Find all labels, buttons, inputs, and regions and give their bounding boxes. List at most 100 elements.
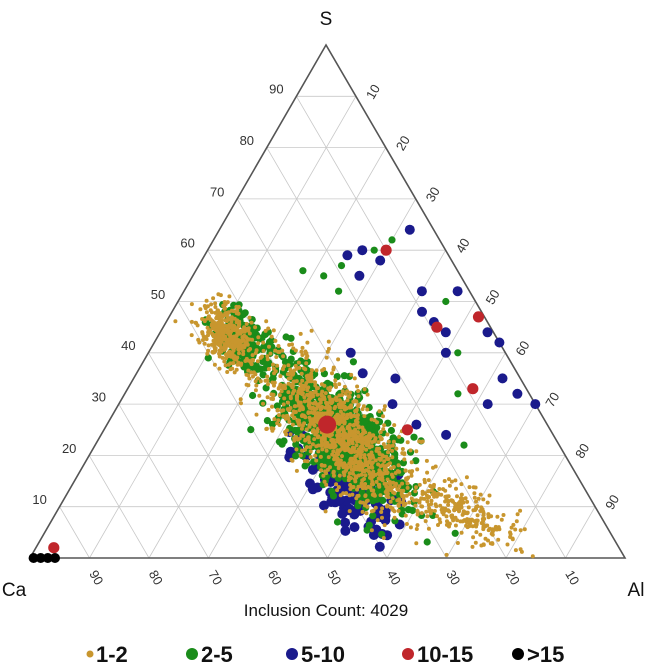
point-1-2-c0-389 <box>369 450 374 455</box>
point-5-10-5 <box>375 255 386 266</box>
point-1-2-c0-1063 <box>377 409 382 414</box>
point-1-2-c2-248 <box>474 505 479 509</box>
point-1-2-c2-71 <box>435 514 439 519</box>
point-1-2-c0-981 <box>356 447 361 452</box>
point-2-5-c0-586 <box>369 512 377 520</box>
point-2-5-c0-877 <box>293 426 302 434</box>
point-1-2-c0-508 <box>331 449 336 454</box>
point-1-2-c0-870 <box>264 427 269 431</box>
point-1-2-c0-280 <box>326 339 331 344</box>
point-1-2-c0-358 <box>290 422 295 427</box>
point-1-2-c0-148 <box>282 396 287 401</box>
point-1-2-c0-590 <box>392 423 397 428</box>
point-1-2-c1-270 <box>237 342 242 347</box>
point-1-2-c2-191 <box>461 519 466 524</box>
point-1-2-c0-350 <box>402 457 407 462</box>
point-1-2-c0-530 <box>289 457 294 462</box>
point-1-2-c0-711 <box>352 376 357 381</box>
point-2-5-c1-103 <box>241 309 249 317</box>
point-1-2-c0-369 <box>414 485 418 490</box>
point-1-2-c0-1031 <box>327 404 331 409</box>
point-1-2-c1-289 <box>212 350 217 355</box>
point-1-2-c0-627 <box>340 454 344 459</box>
point-1-2-c0-936 <box>377 468 382 473</box>
point-1-2-c1-153 <box>210 318 215 323</box>
point-1-2-c2-228 <box>405 481 410 486</box>
point-1-2-c1-272 <box>246 368 251 373</box>
point-1-2-c0-516 <box>309 328 314 333</box>
point-1-2-c1-192 <box>229 315 234 320</box>
point-1-2-c0-1085 <box>356 404 360 409</box>
point-1-2-c2-225 <box>456 501 461 506</box>
point-1-2-c0-664 <box>419 440 424 444</box>
point-1-2-c0-925 <box>356 389 361 393</box>
point-1-2-c2-147 <box>486 512 491 517</box>
point-1-2-c0-987 <box>319 393 324 398</box>
point-1-2-c1-378 <box>217 351 222 356</box>
point-1-2-c0-751 <box>336 485 341 490</box>
point-1-2-c0-1091 <box>384 445 389 450</box>
point-1-2-c0-912 <box>369 433 374 438</box>
point-1-2-c0-211 <box>380 515 384 520</box>
point-1-2-c0-1024 <box>367 455 372 460</box>
point-1-2-c0-648 <box>269 392 274 397</box>
point-1-2-c0-820 <box>276 349 281 354</box>
point-1-2-c1-249 <box>246 348 251 353</box>
point-1-2-c2-187 <box>483 536 488 541</box>
point-1-2-c0-902 <box>359 461 364 466</box>
point-1-2-c0-866 <box>310 392 315 397</box>
point-1-2-c0-1057 <box>402 451 407 456</box>
point-1-2-c0-197 <box>345 398 350 403</box>
point-1-2-c2-243 <box>446 521 451 526</box>
point-1-2-c0-682 <box>345 389 350 394</box>
point-1-2-c0-380 <box>266 407 271 412</box>
point-1-2-c2-44 <box>437 517 442 522</box>
point-1-2-c2-255 <box>467 522 472 526</box>
point-1-2-c0-140 <box>294 447 299 452</box>
point-1-2-c0-537 <box>276 413 281 418</box>
legend-item-2-5: 2-5 <box>186 642 233 667</box>
tick-s-30: 30 <box>92 390 106 405</box>
point-1-2-c0-942 <box>338 399 343 404</box>
point-5-10-26 <box>441 429 452 440</box>
point-1-2-c0-1047 <box>388 461 392 466</box>
point-1-2-c0-255 <box>385 503 390 508</box>
point-1-2-c0-1040 <box>380 463 385 467</box>
point-2-5-c0-550 <box>329 492 338 500</box>
point-1-2-c0-1073 <box>302 366 306 371</box>
point-1-2-c2-198 <box>490 532 495 537</box>
point-1-2-c0-675 <box>342 384 347 389</box>
point-5-10-22 <box>357 368 368 379</box>
point-1-2-c0-878 <box>355 420 360 425</box>
point-1-2-c2-253 <box>469 517 474 522</box>
point-1-2-c1-345 <box>222 359 227 364</box>
point-1-2-c0-882 <box>348 464 353 469</box>
point-1-2-c0-963 <box>272 383 276 388</box>
point-1-2-c2-35 <box>424 509 429 514</box>
point-5-10-9 <box>452 286 463 297</box>
point-1-2-c0-1035 <box>253 388 258 393</box>
point-1-2-c1-369 <box>232 327 237 332</box>
point-2-5-c0-72 <box>247 426 255 434</box>
point-1-2-c0-844 <box>284 432 289 437</box>
point-1-2-c0-854 <box>362 453 367 457</box>
point-1-2-c0-365 <box>425 470 430 475</box>
point-1-2-c0-1050 <box>290 342 294 347</box>
point-1-2-c2-224 <box>446 499 451 504</box>
point-1-2-c2-149 <box>404 477 409 482</box>
point-1-2-c0-1015 <box>331 441 336 445</box>
point-1-2-c2-118 <box>447 477 451 482</box>
point-1-2-c0-780 <box>383 481 388 486</box>
point-1-2-c0-374 <box>281 408 286 413</box>
legend-swatch-5-10 <box>286 648 298 660</box>
point-1-2-c0-511 <box>334 482 339 487</box>
point-1-2-c2-186 <box>455 518 460 523</box>
point-1-2-c2-5 <box>397 484 402 489</box>
point-1-2-c2-83 <box>490 541 495 546</box>
point-2-5-c1-74 <box>287 334 295 342</box>
point-1-2-c0-930 <box>353 474 358 479</box>
point-1-2-c2-218 <box>422 477 427 482</box>
point-1-2-c0-1029 <box>325 401 330 406</box>
legend-label-1-2: 1-2 <box>96 642 128 667</box>
point-5-10-4 <box>342 250 353 261</box>
